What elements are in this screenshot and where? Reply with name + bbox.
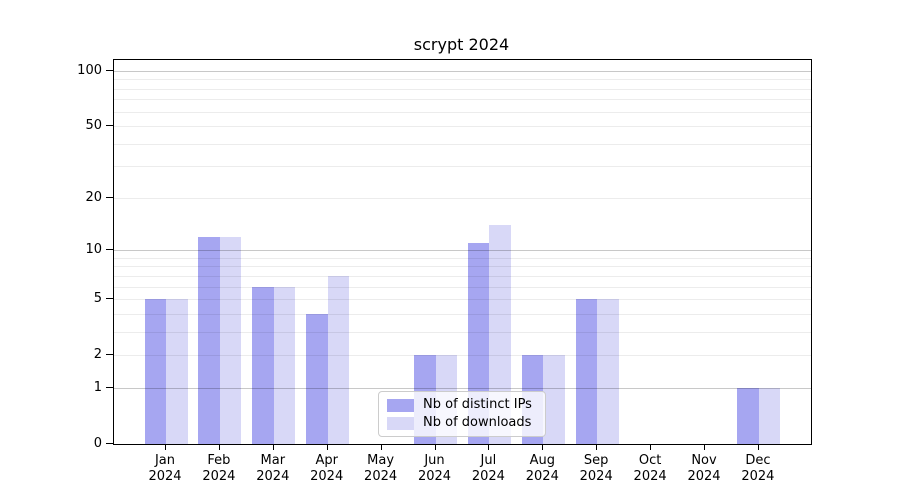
legend-swatch-distinct-ips bbox=[387, 398, 414, 412]
legend: Nb of distinct IPs Nb of downloads bbox=[378, 391, 546, 437]
x-tick-label-jan: Jan 2024 bbox=[148, 453, 182, 484]
gridline-80 bbox=[114, 88, 811, 90]
y-tick-mark-0 bbox=[106, 443, 113, 444]
x-tick-mark-jul bbox=[488, 444, 490, 450]
y-tick-mark-10 bbox=[106, 249, 113, 251]
y-tick-mark-50 bbox=[106, 125, 113, 127]
y-tick-label-50: 50 bbox=[85, 118, 102, 134]
bar-distinct-ips-mar bbox=[252, 286, 274, 444]
x-tick-mark-mar bbox=[272, 444, 274, 450]
gridline-30 bbox=[114, 166, 811, 168]
y-tick-label-20: 20 bbox=[85, 189, 102, 205]
gridline-90 bbox=[114, 79, 811, 81]
gridline-60 bbox=[114, 111, 811, 113]
legend-entry-distinct-ips: Nb of distinct IPs bbox=[387, 398, 537, 412]
bar-distinct-ips-apr bbox=[306, 313, 328, 444]
gridline-50 bbox=[114, 126, 811, 128]
gridline-100 bbox=[114, 71, 811, 72]
bar-downloads-feb bbox=[219, 236, 242, 444]
y-tick-label-1: 1 bbox=[93, 379, 102, 395]
x-tick-label-apr: Apr 2024 bbox=[310, 453, 344, 484]
y-tick-label-0: 0 bbox=[93, 436, 102, 451]
gridline-70 bbox=[114, 99, 811, 101]
bar-downloads-dec bbox=[758, 387, 781, 444]
x-tick-label-aug: Aug 2024 bbox=[525, 453, 559, 484]
chart-title: scrypt 2024 bbox=[413, 35, 510, 54]
y-tick-mark-20 bbox=[106, 196, 113, 198]
x-tick-mark-dec bbox=[757, 444, 759, 450]
x-tick-label-may: May 2024 bbox=[364, 453, 398, 484]
bar-downloads-apr bbox=[327, 275, 350, 444]
x-tick-mark-jan bbox=[165, 444, 166, 450]
x-tick-label-mar: Mar 2024 bbox=[256, 453, 290, 484]
x-tick-label-feb: Feb 2024 bbox=[202, 453, 236, 484]
gridline-40 bbox=[114, 143, 811, 145]
x-tick-mark-jun bbox=[434, 444, 436, 450]
x-tick-label-sep: Sep 2024 bbox=[579, 453, 613, 484]
bar-distinct-ips-jan bbox=[144, 299, 166, 444]
plot-area bbox=[113, 59, 812, 445]
bar-distinct-ips-dec bbox=[737, 387, 759, 444]
legend-label-distinct-ips: Nb of distinct IPs bbox=[423, 397, 532, 412]
x-tick-label-jul: Jul 2024 bbox=[471, 453, 505, 484]
legend-label-downloads: Nb of downloads bbox=[423, 415, 532, 430]
y-tick-label-10: 10 bbox=[85, 242, 102, 258]
legend-swatch-downloads bbox=[387, 416, 414, 430]
y-tick-label-5: 5 bbox=[93, 291, 102, 307]
x-tick-mark-aug bbox=[542, 444, 544, 450]
x-tick-mark-may bbox=[380, 444, 382, 450]
x-tick-label-jun: Jun 2024 bbox=[417, 453, 452, 484]
bar-distinct-ips-sep bbox=[575, 299, 598, 444]
bar-downloads-mar bbox=[273, 286, 296, 444]
x-tick-label-dec: Dec 2024 bbox=[741, 453, 775, 484]
legend-entry-downloads: Nb of downloads bbox=[387, 416, 537, 430]
y-tick-mark-100 bbox=[106, 70, 113, 71]
y-tick-mark-1 bbox=[106, 386, 113, 388]
x-tick-mark-oct bbox=[650, 444, 652, 450]
y-tick-mark-2 bbox=[106, 354, 113, 356]
x-tick-mark-feb bbox=[218, 444, 220, 450]
y-tick-label-100: 100 bbox=[77, 63, 102, 78]
bar-downloads-sep bbox=[597, 299, 619, 444]
gridline-20 bbox=[114, 197, 811, 199]
x-tick-mark-sep bbox=[596, 444, 598, 450]
bar-downloads-jul bbox=[489, 225, 511, 444]
x-tick-label-oct: Oct 2024 bbox=[633, 453, 667, 484]
x-tick-mark-nov bbox=[704, 444, 705, 450]
bar-distinct-ips-feb bbox=[198, 236, 220, 444]
x-tick-label-nov: Nov 2024 bbox=[687, 453, 721, 484]
y-tick-mark-5 bbox=[106, 298, 113, 300]
bar-downloads-aug bbox=[543, 355, 565, 444]
x-tick-mark-apr bbox=[326, 444, 328, 450]
y-tick-label-2: 2 bbox=[93, 347, 102, 363]
bar-downloads-jan bbox=[166, 299, 188, 444]
